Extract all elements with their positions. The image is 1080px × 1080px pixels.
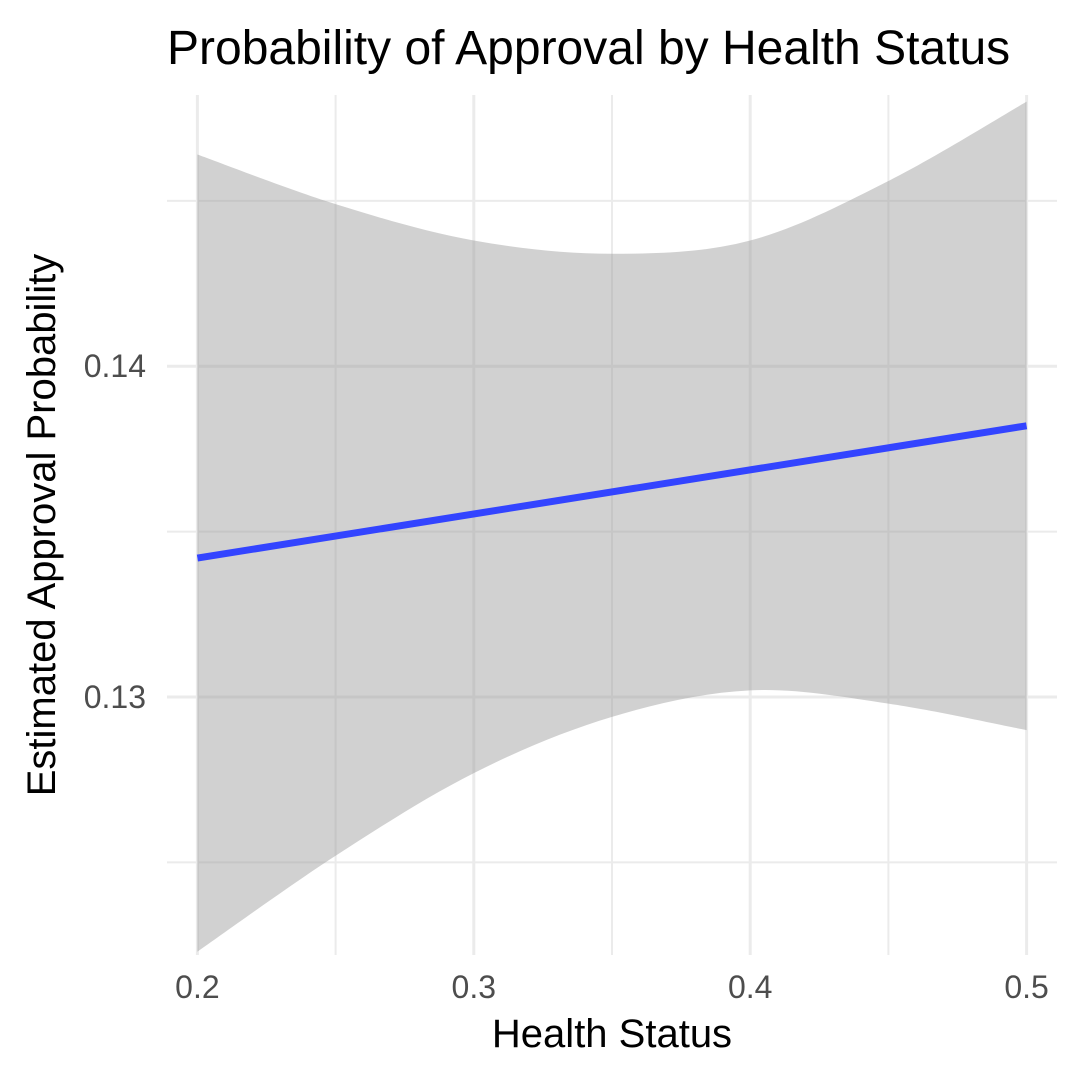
x-tick-label: 0.3 — [452, 969, 496, 1005]
fit-line — [196, 422, 1028, 562]
y-tick-label: 0.13 — [84, 679, 146, 715]
x-tick-label: 0.4 — [728, 969, 772, 1005]
x-tick-label: 0.2 — [175, 969, 219, 1005]
y-tick-label: 0.14 — [84, 348, 146, 384]
confidence-band-layer — [197, 101, 1027, 952]
x-tick-labels: 0.2 0.3 0.4 0.5 — [175, 969, 1049, 1005]
gridlines — [167, 95, 1057, 955]
y-axis-title: Estimated Approval Probability — [20, 254, 64, 797]
chart-title: Probability of Approval by Health Status — [167, 22, 1010, 75]
x-tick-label: 0.5 — [1004, 969, 1048, 1005]
y-tick-labels: 0.13 0.14 — [84, 348, 146, 715]
series-layer — [196, 422, 1028, 562]
x-axis-title: Health Status — [492, 1012, 732, 1056]
confidence-band — [197, 101, 1027, 952]
